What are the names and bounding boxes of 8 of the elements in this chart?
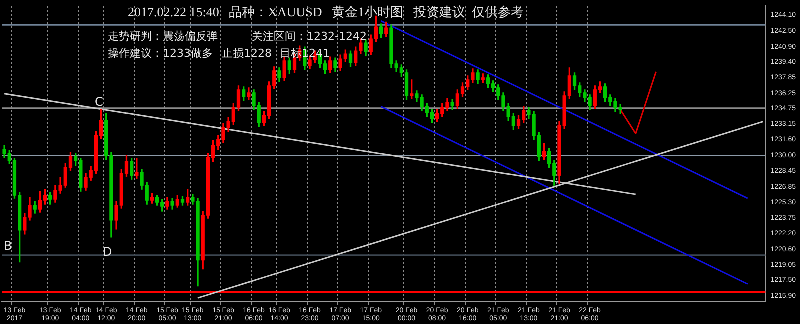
annotation: 走势研判：震荡偏反弹 (108, 30, 218, 43)
annotation: 操作建议：1233做多 (108, 46, 213, 60)
annotation: 关注区间：1232-1242 (252, 30, 367, 43)
annotation: D (103, 245, 112, 260)
annotation: 止损1228 (222, 46, 272, 60)
annotation: B (4, 239, 12, 254)
annotation: C (95, 95, 104, 110)
chart-title: 2017.02.22 15:40 品种：XAUUSD 黄金1小时图 投资建议 仅供参考 (128, 4, 524, 20)
